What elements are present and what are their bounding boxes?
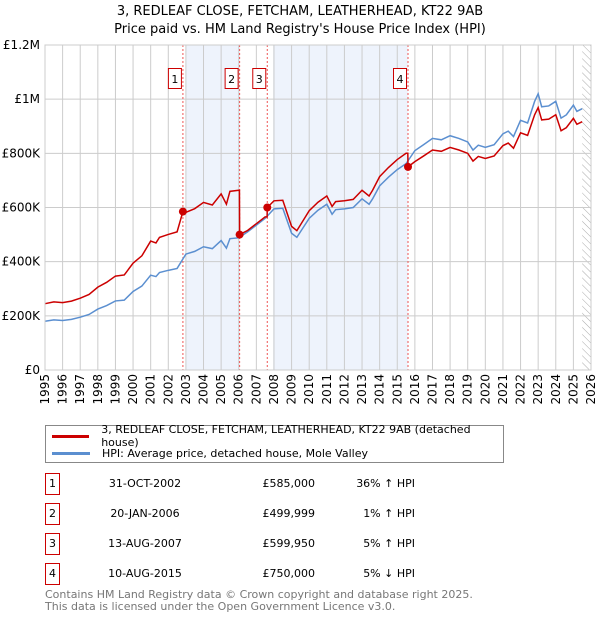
x-tick-label: 2021: [496, 374, 510, 405]
transaction-label-box: [167, 68, 182, 89]
x-tick-label: 2024: [549, 374, 563, 405]
transaction-label: 3: [256, 73, 263, 86]
transaction-label: 2: [228, 73, 235, 86]
transaction-row: 3 13-AUG-2007 £599,950 5% ↑ HPI: [45, 533, 445, 555]
transaction-label-box: [393, 68, 408, 89]
hpi-line: [44, 91, 583, 322]
legend: 3, REDLEAF CLOSE, FETCHAM, LEATHERHEAD, …: [45, 423, 504, 463]
transaction-date: 10-AUG-2015: [108, 567, 182, 580]
transaction-row: 1 31-OCT-2002 £585,000 36% ↑ HPI: [45, 473, 445, 495]
x-tick-label: 2011: [320, 374, 334, 405]
chart-title: 3, REDLEAF CLOSE, FETCHAM, LEATHERHEAD, …: [116, 4, 484, 19]
transaction-label-box: [252, 68, 267, 89]
x-tick-label: 2005: [214, 374, 228, 405]
transaction-row: 2 20-JAN-2006 £499,999 1% ↑ HPI: [45, 503, 445, 525]
sale-point: [178, 207, 187, 216]
transaction-price: £499,999: [262, 507, 316, 520]
x-tick-label: 2020: [478, 374, 492, 405]
transaction-hpi-diff: 5% ↑ HPI: [363, 537, 415, 550]
x-tick-label: 1999: [108, 374, 122, 405]
y-tick-label: £800K: [2, 146, 42, 160]
transaction-number: 2: [45, 503, 60, 525]
y-tick-label: £400K: [2, 255, 42, 269]
price-paid-line: [44, 105, 583, 305]
transaction-number: 1: [45, 473, 60, 495]
transaction-price: £750,000: [262, 567, 316, 580]
y-tick-label: £1M: [14, 92, 40, 106]
x-tick-label: 2002: [161, 374, 175, 405]
x-tick-label: 2007: [249, 374, 263, 405]
transaction-price: £585,000: [262, 477, 316, 490]
y-tick-label: £0: [25, 363, 40, 377]
transaction-hpi-diff: 5% ↓ HPI: [363, 567, 415, 580]
y-tick-label: £1.2M: [3, 38, 40, 52]
transaction-date: 20-JAN-2006: [110, 507, 180, 520]
footer-line-1: Contains HM Land Registry data © Crown c…: [45, 588, 473, 601]
x-tick-label: 2008: [267, 374, 281, 405]
x-tick-label: 2022: [514, 374, 528, 405]
transaction-hpi-diff: 36% ↑ HPI: [356, 477, 415, 490]
x-tick-label: 1997: [73, 374, 87, 405]
sale-point: [404, 162, 413, 171]
x-tick-label: 2000: [126, 374, 140, 405]
x-tick-label: 2004: [197, 374, 211, 405]
chart-subtitle: Price paid vs. HM Land Registry's House …: [114, 22, 486, 37]
x-tick-label: 2018: [443, 374, 457, 405]
x-tick-label: 2016: [408, 374, 422, 405]
price-chart: 1995 1996 1997 1998 1999 2000 2001 2002 2003 2004…: [2, 38, 598, 405]
x-tick-label: 2010: [302, 374, 316, 405]
transaction-date: 13-AUG-2007: [108, 537, 182, 550]
transaction-number: 3: [45, 533, 60, 555]
transaction-date: 31-OCT-2002: [108, 477, 182, 490]
legend-price-label: 3, REDLEAF CLOSE, FETCHAM, LEATHERHEAD, …: [101, 423, 471, 449]
transaction-price: £599,950: [262, 537, 316, 550]
x-tick-label: 1996: [56, 374, 70, 405]
x-tick-label: 2026: [584, 374, 598, 405]
legend-price-swatch: [52, 434, 90, 438]
y-tick-label: £600K: [2, 201, 42, 215]
x-tick-label: 1998: [91, 374, 105, 405]
x-tick-label: 1995: [38, 374, 52, 405]
x-tick-label: 2019: [461, 374, 475, 405]
transaction-row: 4 10-AUG-2015 £750,000 5% ↓ HPI: [45, 563, 445, 585]
x-tick-label: 2017: [425, 374, 439, 405]
x-tick-label: 2015: [390, 374, 404, 405]
transaction-label: 4: [397, 73, 404, 86]
legend-hpi-label: HPI: Average price, detached house, Mole…: [102, 446, 368, 460]
transaction-number: 4: [45, 563, 60, 585]
x-tick-label: 2025: [566, 374, 580, 405]
x-tick-label: 2001: [144, 374, 158, 405]
sale-point: [235, 230, 244, 239]
transaction-hpi-diff: 1% ↑ HPI: [363, 507, 415, 520]
x-tick-label: 2013: [355, 374, 369, 405]
plot-border: [44, 44, 592, 371]
y-tick-label: £200K: [2, 309, 42, 323]
sale-point: [263, 203, 272, 212]
x-tick-label: 2012: [337, 374, 351, 405]
legend-hpi-swatch: [52, 451, 90, 455]
x-tick-label: 2009: [285, 374, 299, 405]
x-tick-label: 2023: [531, 374, 545, 405]
x-tick-label: 2014: [373, 374, 387, 405]
x-tick-label: 2006: [232, 374, 246, 405]
footer-line-2: This data is licensed under the Open Gov…: [45, 600, 396, 613]
transaction-label-box: [224, 68, 239, 89]
transaction-label: 1: [171, 73, 178, 86]
x-tick-label: 2003: [179, 374, 193, 405]
